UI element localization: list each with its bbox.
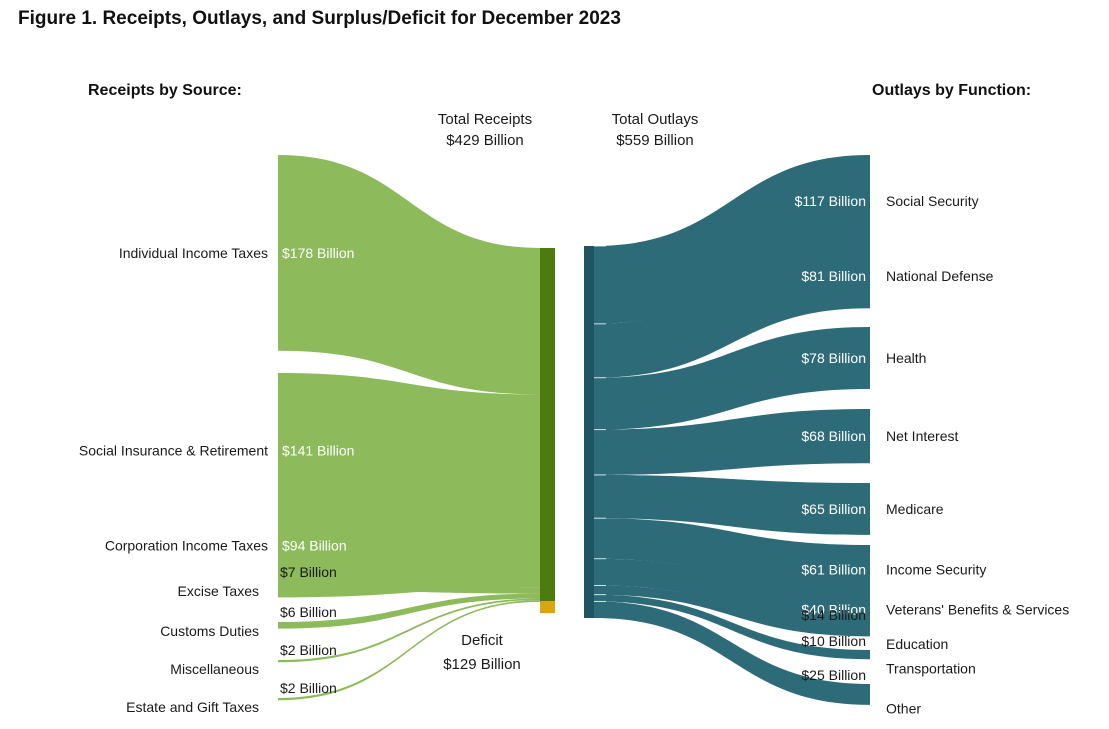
outlay-label-net-interest: Net Interest <box>886 428 958 444</box>
outlay-flow-education <box>594 585 870 637</box>
outlay-flow-medicare <box>594 474 870 535</box>
receipt-value-miscellaneous: $2 Billion <box>280 642 337 658</box>
receipt-flow-social-insurance-and-retirement <box>278 373 540 529</box>
deficit-value: $129 Billion <box>443 656 521 673</box>
outlay-label-education: Education <box>886 636 948 652</box>
receipt-flow-corporation-income-taxes <box>278 494 540 598</box>
outlay-flow-transportation <box>594 594 870 660</box>
outlay-value-social-security: $117 Billion <box>795 193 866 209</box>
outlay-flow-income-security <box>594 518 870 594</box>
outlay-value-national-defense: $81 Billion <box>801 268 866 284</box>
deficit-bar <box>540 601 555 614</box>
receipt-flow-excise-taxes <box>278 582 540 594</box>
receipt-label-excise-taxes: Excise Taxes <box>178 583 259 599</box>
outlay-label-health: Health <box>886 350 926 366</box>
outlay-label-veterans-benefits-and-services: Veterans' Benefits & Services <box>886 601 1069 617</box>
outlay-value-health: $78 Billion <box>801 350 866 366</box>
outlay-value-income-security: $61 Billion <box>801 561 866 577</box>
receipt-flow-individual-income-taxes <box>278 155 540 395</box>
receipt-value-corporation-income-taxes: $94 Billion <box>282 538 347 554</box>
receipt-label-miscellaneous: Miscellaneous <box>170 661 259 677</box>
figure-title: Figure 1. Receipts, Outlays, and Surplus… <box>18 8 621 29</box>
outlay-flows <box>594 155 870 705</box>
outlay-value-net-interest: $68 Billion <box>801 428 866 444</box>
total-receipts-value: $429 Billion <box>446 132 524 149</box>
center-nodes <box>540 246 594 618</box>
receipt-value-estate-and-gift-taxes: $2 Billion <box>280 680 337 696</box>
total-outlays-value: $559 Billion <box>616 132 694 149</box>
receipt-label-estate-and-gift-taxes: Estate and Gift Taxes <box>126 699 259 715</box>
outlay-label-national-defense: National Defense <box>886 268 994 284</box>
receipt-label-customs-duties: Customs Duties <box>160 623 259 639</box>
receipt-flow-customs-duties <box>278 593 540 629</box>
outlay-flow-national-defense <box>594 244 870 378</box>
outlays-heading: Outlays by Function: <box>872 82 1031 99</box>
headings: Receipts by Source: Outlays by Function: T… <box>88 82 1031 149</box>
total-outlays-label: Total Outlays <box>612 111 699 128</box>
receipt-flow-miscellaneous <box>278 598 540 663</box>
receipt-value-excise-taxes: $7 Billion <box>280 564 337 580</box>
outlay-label-income-security: Income Security <box>886 561 986 577</box>
total-receipts-label: Total Receipts <box>438 111 532 128</box>
receipt-flows <box>278 155 540 701</box>
receipt-value-customs-duties: $6 Billion <box>280 604 337 620</box>
outlay-label-other: Other <box>886 700 921 716</box>
total-receipts-bar <box>540 248 555 601</box>
chart-labels: Individual Income Taxes $178 Billion Socia… <box>79 193 1069 716</box>
receipt-label-individual-income-taxes: Individual Income Taxes <box>119 245 268 261</box>
outlay-label-social-security: Social Security <box>886 193 979 209</box>
receipt-label-corporation-income-taxes: Corporation Income Taxes <box>105 538 268 554</box>
receipts-heading: Receipts by Source: <box>88 82 242 99</box>
outlay-value-other: $25 Billion <box>801 667 866 683</box>
outlay-value-medicare: $65 Billion <box>801 501 866 517</box>
outlay-flow-veterans-benefits-and-services <box>594 558 870 626</box>
outlay-value-transportation: $10 Billion <box>801 633 866 649</box>
outlay-flow-other <box>594 601 870 705</box>
receipt-value-social-insurance-and-retirement: $141 Billion <box>282 443 354 459</box>
receipt-flow-estate-and-gift-taxes <box>278 600 540 701</box>
outlay-value-education: $14 Billion <box>801 607 866 623</box>
outlay-flow-net-interest <box>594 409 870 475</box>
outlay-label-transportation: Transportation <box>886 661 976 677</box>
outlay-flow-health <box>594 327 870 430</box>
total-outlays-bar <box>584 246 594 618</box>
receipt-label-social-insurance-and-retirement: Social Insurance & Retirement <box>79 443 268 459</box>
outlay-label-medicare: Medicare <box>886 501 944 517</box>
outlay-flow-social-security <box>594 155 870 324</box>
outlay-value-veterans-benefits-and-services: $40 Billion <box>801 601 866 617</box>
deficit-label: Deficit <box>461 632 504 649</box>
receipt-value-individual-income-taxes: $178 Billion <box>282 245 354 261</box>
